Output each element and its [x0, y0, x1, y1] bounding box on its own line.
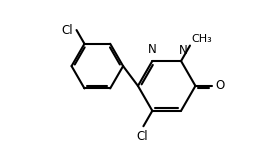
Text: Cl: Cl: [61, 24, 73, 36]
Text: N: N: [179, 44, 188, 57]
Text: CH₃: CH₃: [192, 34, 212, 44]
Text: N: N: [148, 43, 157, 56]
Text: O: O: [216, 79, 225, 92]
Text: Cl: Cl: [137, 130, 148, 143]
